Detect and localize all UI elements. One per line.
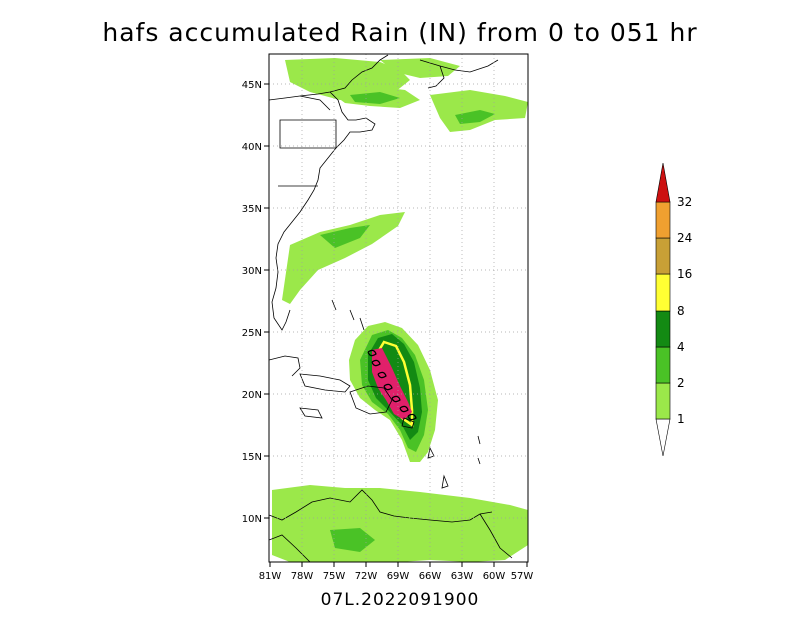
- colorbar-swatch: [655, 310, 671, 348]
- lat-tick-label: 45N: [242, 80, 262, 91]
- lat-tick-label: 40N: [242, 142, 262, 153]
- colorbar-label: 32: [677, 195, 692, 209]
- lat-tick-label: 15N: [242, 452, 262, 463]
- map-grid: [269, 54, 528, 562]
- lat-ticks: [264, 83, 269, 519]
- colorbar-lower-extend: [655, 418, 671, 457]
- lon-tick-label: 81W: [259, 571, 282, 582]
- rain-max-core: [372, 348, 412, 420]
- colorbar-upper-extend: [655, 162, 671, 203]
- lat-tick-labels: 45N 40N 35N 30N 25N 20N 15N 10N: [242, 80, 262, 525]
- colorbar-swatch: [655, 346, 671, 384]
- lon-tick-label: 78W: [291, 571, 314, 582]
- lon-tick-label: 69W: [387, 571, 410, 582]
- lon-tick-label: 60W: [483, 571, 506, 582]
- colorbar-label: 24: [677, 231, 692, 245]
- colorbar-swatch: [655, 237, 671, 275]
- lat-tick-label: 25N: [242, 328, 262, 339]
- lon-ticks: [269, 562, 528, 567]
- colorbar-label: 4: [677, 340, 685, 354]
- coastlines: [269, 54, 513, 562]
- run-id-label: 07L.2022091900: [320, 590, 480, 610]
- colorbar-swatch: [655, 273, 671, 312]
- colorbar-label: 8: [677, 304, 685, 318]
- lat-tick-label: 20N: [242, 390, 262, 401]
- colorbar-label: 2: [677, 376, 685, 390]
- lon-tick-label: 63W: [451, 571, 474, 582]
- colorbar-label: 1: [677, 412, 685, 426]
- colorbar-swatch: [655, 382, 671, 420]
- plot-title: hafs accumulated Rain (IN) from 0 to 051…: [102, 18, 698, 47]
- lat-tick-label: 10N: [242, 514, 262, 525]
- lat-tick-label: 30N: [242, 266, 262, 277]
- lon-tick-label: 66W: [419, 571, 442, 582]
- lon-tick-label: 72W: [355, 571, 378, 582]
- lat-tick-label: 35N: [242, 204, 262, 215]
- lon-tick-labels: 81W 78W 75W 72W 69W 66W 63W 60W 57W: [259, 571, 534, 582]
- lon-tick-label: 75W: [323, 571, 346, 582]
- colorbar-swatch: [655, 201, 671, 239]
- colorbar-label: 16: [677, 267, 692, 281]
- lon-tick-label: 57W: [511, 571, 534, 582]
- map-background: [269, 54, 528, 562]
- storm-track: [367, 349, 417, 421]
- colorbar: [655, 162, 671, 457]
- colorbar-labels: 1 2 4 8 16 24 32: [677, 195, 692, 426]
